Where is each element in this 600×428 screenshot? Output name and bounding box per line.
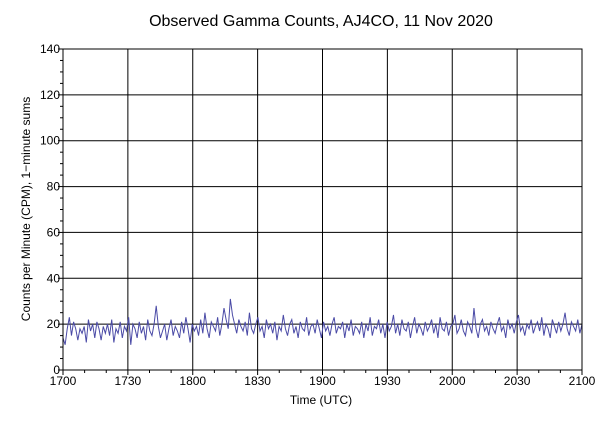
x-tick-label: 1900 xyxy=(309,374,336,388)
y-tick-label: 40 xyxy=(47,271,61,285)
x-tick-label: 2100 xyxy=(569,374,596,388)
y-tick-label: 80 xyxy=(47,180,61,194)
x-tick-label: 1800 xyxy=(179,374,206,388)
x-tick-label: 1700 xyxy=(50,374,77,388)
x-tick-label: 2000 xyxy=(439,374,466,388)
x-tick-label: 2030 xyxy=(504,374,531,388)
y-axis-label: Counts per Minute (CPM), 1−minute sums xyxy=(19,97,33,321)
x-axis-label: Time (UTC) xyxy=(290,393,352,407)
series-line xyxy=(62,298,583,345)
y-axis-ticks: 0 20 40 60 80 100 120 140 xyxy=(40,42,63,377)
x-tick-label: 1930 xyxy=(374,374,401,388)
x-tick-label: 1730 xyxy=(115,374,142,388)
grid-lines xyxy=(62,48,583,371)
x-tick-label: 1830 xyxy=(244,374,271,388)
y-tick-label: 100 xyxy=(40,134,60,148)
y-tick-label: 0 xyxy=(53,363,60,377)
y-tick-label: 20 xyxy=(47,317,61,331)
y-tick-label: 120 xyxy=(40,88,60,102)
x-axis-ticks: 1700 1730 1800 1830 1900 1930 2000 2030 2100 xyxy=(50,370,596,388)
y-tick-label: 140 xyxy=(40,42,60,56)
chart-title: Observed Gamma Counts, AJ4CO, 11 Nov 202… xyxy=(149,13,493,30)
series-layer xyxy=(62,298,583,345)
y-tick-label: 60 xyxy=(47,225,61,239)
